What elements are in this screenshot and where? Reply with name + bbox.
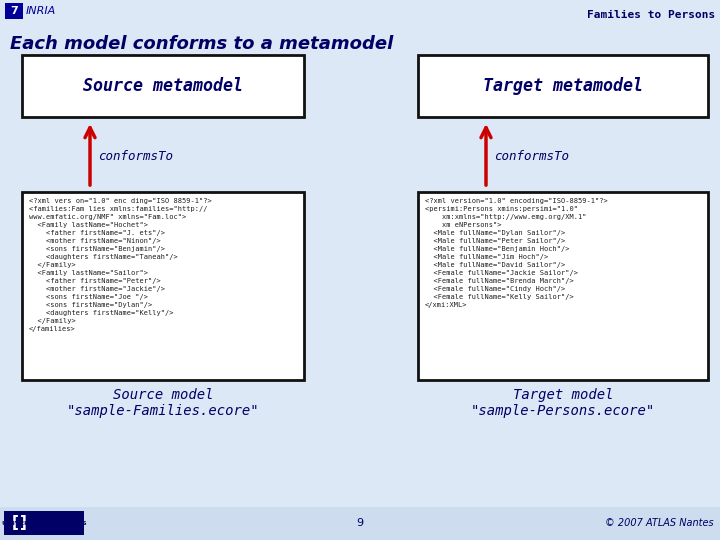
Bar [4,511,84,535]
Bar [0,507,720,540]
Text: Each model conforms to a metamodel: Each model conforms to a metamodel [10,35,393,53]
Bar [418,192,708,380]
Bar [22,192,304,380]
Text: [: [ [12,516,19,530]
Bar [5,3,23,19]
Bar [22,55,304,117]
Text: Target model
"sample-Persons.ecore": Target model "sample-Persons.ecore" [471,388,655,418]
Text: UNIVERSITÉ DE NANTES: UNIVERSITÉ DE NANTES [1,521,86,525]
Text: ]: ] [20,516,27,530]
Text: © 2007 ATLAS Nantes: © 2007 ATLAS Nantes [606,518,714,528]
Text: Target metamodel: Target metamodel [483,77,643,95]
Text: conformsTo: conformsTo [494,150,569,163]
Text: 7: 7 [10,6,18,16]
Text: conformsTo: conformsTo [98,150,173,163]
Text: Families to Persons: Families to Persons [587,10,715,20]
Text: Source metamodel: Source metamodel [83,77,243,95]
Text: INRIA: INRIA [26,6,56,16]
Text: <?xml vers on="1.0" enc ding="ISO 8859-1"?>
<families:Fam lies xmlns:families="h: <?xml vers on="1.0" enc ding="ISO 8859-1… [29,198,212,332]
Text: Source model
"sample-Families.ecore": Source model "sample-Families.ecore" [67,388,259,418]
Bar [418,55,708,117]
Text: <?xml version="1.0" encoding="ISO-8859-1"?>
<persimi:Persons xmins:persimi="1.0": <?xml version="1.0" encoding="ISO-8859-1… [425,198,608,308]
Text: 9: 9 [356,518,364,528]
